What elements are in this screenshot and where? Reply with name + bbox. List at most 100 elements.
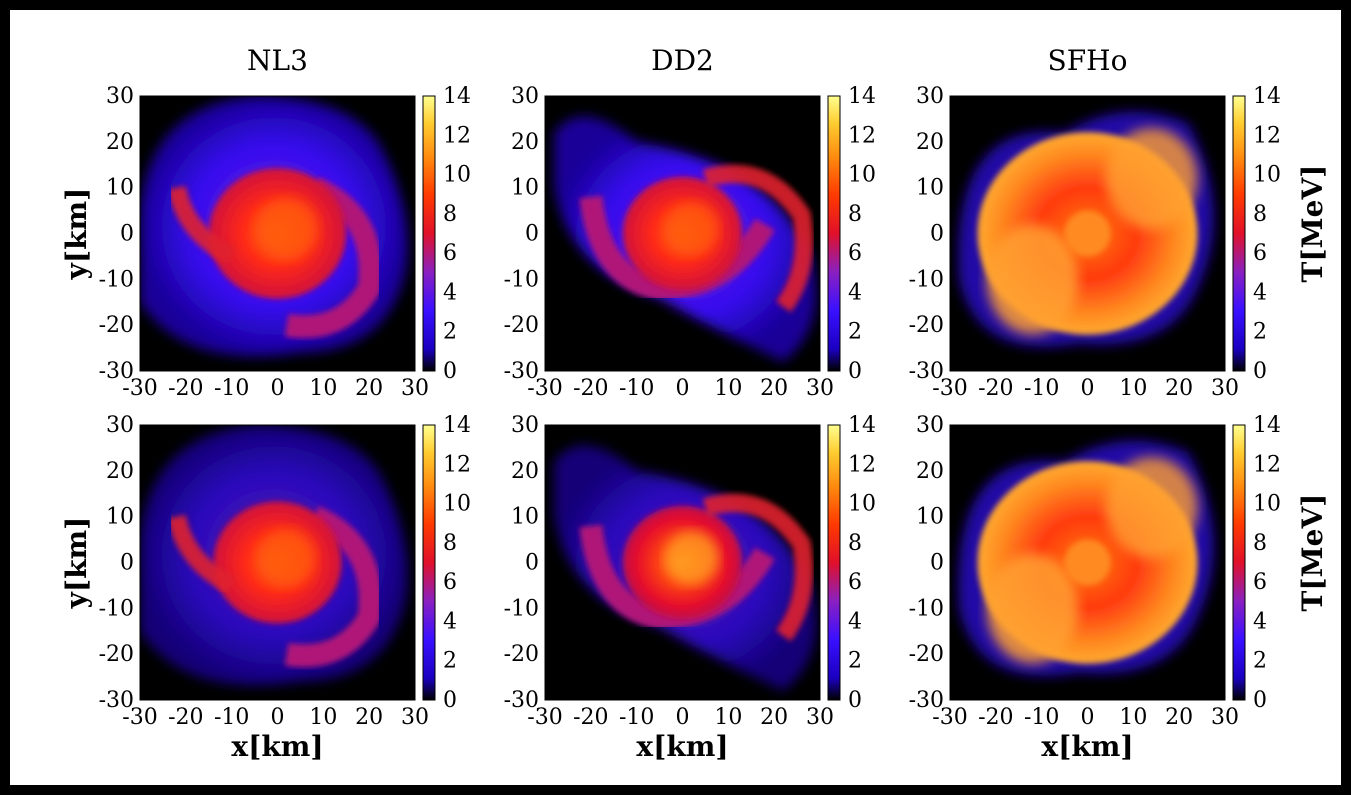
x-tick-label: 0 [271, 376, 285, 401]
plot-frame [544, 424, 821, 701]
colorbar-tick-label: 4 [1253, 609, 1267, 634]
colorbar-tick-label: 6 [848, 241, 862, 266]
y-tick-label: -30 [99, 359, 134, 384]
plot-frame [949, 95, 1226, 372]
colorbar [827, 95, 841, 372]
colorbar-tick-label: 0 [1253, 359, 1267, 384]
x-tick-label: -20 [978, 376, 1013, 401]
colorbar-tick-label: 8 [1253, 531, 1267, 556]
colorbar-tick-label: 14 [1253, 84, 1281, 109]
colorbar-tick-label: 2 [443, 649, 457, 674]
y-tick-label: 30 [106, 84, 134, 109]
x-tick-label: -10 [619, 376, 654, 401]
colorbar-tick-label: 12 [443, 452, 471, 477]
x-tick-label: -20 [168, 705, 203, 730]
y-tick-label: -20 [909, 313, 944, 338]
colorbar-tick-label: 10 [1253, 492, 1281, 517]
colorbar-tick-label: 10 [443, 492, 471, 517]
y-tick-label: 0 [525, 551, 539, 576]
y-tick-label: 10 [106, 176, 134, 201]
colorbar-tick-label: 4 [848, 609, 862, 634]
colorbar-tick-label: 6 [443, 570, 457, 595]
x-tick-label: 10 [309, 705, 337, 730]
y-tick-label: 30 [916, 84, 944, 109]
y-tick-label: -10 [99, 267, 134, 292]
y-tick-label: 0 [525, 222, 539, 247]
x-tick-label: -10 [1024, 705, 1059, 730]
colorbar-tick-label: 8 [443, 202, 457, 227]
colorbar-tick-label: 8 [848, 531, 862, 556]
x-tick-label: 20 [355, 376, 383, 401]
y-tick-label: 10 [511, 505, 539, 530]
colorbar-tick-label: 4 [1253, 280, 1267, 305]
colorbar-tick-label: 10 [848, 163, 876, 188]
x-tick-label: 0 [676, 705, 690, 730]
x-tick-label: -10 [1024, 376, 1059, 401]
x-tick-label: -10 [619, 705, 654, 730]
panel-title-nl3: NL3 [247, 44, 308, 77]
x-tick-label: 20 [760, 705, 788, 730]
colorbar-tick-label: 0 [1253, 688, 1267, 713]
colorbar-tick-label: 6 [443, 241, 457, 266]
y-tick-label: -20 [504, 642, 539, 667]
y-tick-label: 30 [511, 84, 539, 109]
colorbar-tick-label: 2 [848, 320, 862, 345]
y-tick-label: -30 [504, 359, 539, 384]
x-tick-label: -10 [214, 376, 249, 401]
x-tick-label: 30 [401, 376, 429, 401]
colorbar-tick-label: 10 [1253, 163, 1281, 188]
colorbar-tick-label: 14 [443, 84, 471, 109]
colorbar-tick-label: 4 [443, 280, 457, 305]
colorbar-tick-label: 0 [443, 359, 457, 384]
y-tick-label: 10 [916, 176, 944, 201]
colorbar-tick-label: 4 [443, 609, 457, 634]
y-tick-label: -20 [99, 642, 134, 667]
colorbar-tick-label: 2 [1253, 649, 1267, 674]
plot-frame [139, 95, 416, 372]
y-tick-label: -30 [504, 688, 539, 713]
y-tick-label: -10 [909, 596, 944, 621]
heatmap-panel-nl3-row1 [140, 96, 415, 371]
y-tick-label: -20 [504, 313, 539, 338]
figure-canvas: NL3 DD2 SFHo -30 -20 -10 0 10 20 30 -30 -20 -10 0 10 20… [10, 10, 1341, 785]
x-tick-label: -30 [527, 376, 562, 401]
heatmap-panel-sfho-row2 [950, 425, 1225, 700]
colorbar [422, 95, 436, 372]
heatmap-panel-sfho-row1 [950, 96, 1225, 371]
colorbar [1232, 424, 1246, 701]
x-tick-label: 30 [806, 705, 834, 730]
colorbar-tick-label: 14 [443, 413, 471, 438]
colorbar [827, 424, 841, 701]
colorbar-tick-label: 8 [848, 202, 862, 227]
colorbar-tick-label: 8 [1253, 202, 1267, 227]
heatmap-panel-dd2-row2 [545, 425, 820, 700]
colorbar-tick-label: 6 [1253, 570, 1267, 595]
y-axis-label: y[km] [60, 188, 93, 281]
x-tick-label: -20 [573, 376, 608, 401]
colorbar-tick-label: 0 [443, 688, 457, 713]
panel-title-dd2: DD2 [651, 44, 714, 77]
y-tick-label: 20 [511, 130, 539, 155]
x-tick-label: 0 [1081, 705, 1095, 730]
x-tick-label: -20 [168, 376, 203, 401]
y-tick-label: -10 [504, 267, 539, 292]
y-tick-label: -10 [909, 267, 944, 292]
colorbar-tick-label: 12 [443, 123, 471, 148]
colorbar-tick-label: 6 [848, 570, 862, 595]
x-tick-label: 20 [1165, 705, 1193, 730]
x-tick-label: 10 [309, 376, 337, 401]
x-axis-label: x[km] [231, 730, 323, 763]
y-tick-label: 0 [120, 222, 134, 247]
y-tick-label: -30 [99, 688, 134, 713]
y-tick-label: 10 [511, 176, 539, 201]
colorbar-tick-label: 14 [848, 84, 876, 109]
x-tick-label: 10 [1119, 376, 1147, 401]
colorbar-tick-label: 0 [848, 688, 862, 713]
x-tick-label: -30 [932, 705, 967, 730]
plot-frame [139, 424, 416, 701]
colorbar-tick-label: 10 [848, 492, 876, 517]
colorbar-tick-label: 12 [848, 123, 876, 148]
colorbar-tick-label: 2 [1253, 320, 1267, 345]
y-tick-label: -10 [504, 596, 539, 621]
y-tick-label: -20 [909, 642, 944, 667]
